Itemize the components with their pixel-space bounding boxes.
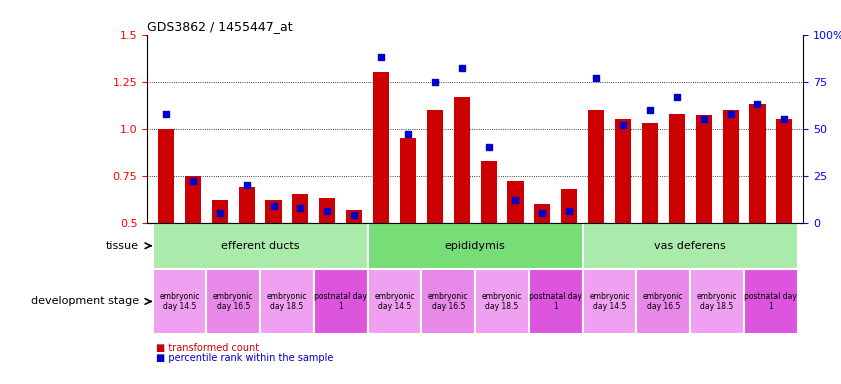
Bar	[749, 104, 765, 223]
Text: embryonic
day 14.5: embryonic day 14.5	[374, 292, 415, 311]
Text: embryonic
day 18.5: embryonic day 18.5	[267, 292, 307, 311]
Text: epididymis: epididymis	[445, 241, 505, 251]
Bar	[696, 116, 711, 223]
Point	[482, 144, 495, 151]
Point	[267, 203, 280, 209]
Point	[186, 178, 199, 184]
Point	[401, 131, 415, 137]
Bar	[320, 198, 336, 223]
Bar	[293, 195, 309, 223]
Point	[240, 182, 253, 188]
Point	[590, 75, 603, 81]
Point	[294, 205, 307, 211]
Bar	[368, 223, 583, 269]
Text: embryonic
day 18.5: embryonic day 18.5	[697, 292, 738, 311]
Text: efferent ducts: efferent ducts	[221, 241, 299, 251]
Text: development stage: development stage	[30, 296, 139, 306]
Text: embryonic
day 18.5: embryonic day 18.5	[482, 292, 522, 311]
Bar	[346, 210, 362, 223]
Bar	[534, 204, 551, 223]
Bar	[615, 119, 631, 223]
Bar	[480, 161, 497, 223]
Bar	[453, 97, 470, 223]
Bar	[399, 138, 416, 223]
Bar	[152, 269, 206, 334]
Bar	[426, 110, 443, 223]
Bar	[475, 269, 529, 334]
Bar	[583, 269, 637, 334]
Point	[724, 111, 738, 117]
Bar	[642, 123, 658, 223]
Text: tissue: tissue	[106, 241, 139, 251]
Bar	[373, 72, 389, 223]
Point	[347, 212, 361, 218]
Text: embryonic
day 16.5: embryonic day 16.5	[428, 292, 468, 311]
Bar	[421, 269, 475, 334]
Bar	[744, 269, 798, 334]
Bar	[561, 189, 577, 223]
Bar	[260, 269, 314, 334]
Point	[643, 107, 657, 113]
Bar	[212, 200, 228, 223]
Point	[159, 111, 172, 117]
Bar	[266, 200, 282, 223]
Text: embryonic
day 14.5: embryonic day 14.5	[590, 292, 630, 311]
Point	[320, 209, 334, 215]
Point	[509, 197, 522, 203]
Text: postnatal day
1: postnatal day 1	[315, 292, 368, 311]
Bar	[368, 269, 421, 334]
Point	[751, 101, 764, 107]
Text: embryonic
day 16.5: embryonic day 16.5	[643, 292, 684, 311]
Bar	[776, 119, 792, 223]
Point	[670, 94, 684, 100]
Text: embryonic
day 16.5: embryonic day 16.5	[213, 292, 253, 311]
Point	[563, 209, 576, 215]
Point	[536, 210, 549, 217]
Bar	[529, 269, 583, 334]
Point	[213, 210, 226, 217]
Text: ■ transformed count: ■ transformed count	[156, 343, 259, 353]
Text: vas deferens: vas deferens	[654, 241, 726, 251]
Text: embryonic
day 14.5: embryonic day 14.5	[159, 292, 199, 311]
Bar	[722, 110, 738, 223]
Bar	[185, 176, 201, 223]
Point	[374, 54, 388, 60]
Text: postnatal day
1: postnatal day 1	[744, 292, 797, 311]
Bar	[507, 181, 524, 223]
Bar	[239, 187, 255, 223]
Bar	[206, 269, 260, 334]
Bar	[669, 114, 685, 223]
Point	[778, 116, 791, 122]
Point	[697, 116, 711, 122]
Point	[616, 122, 630, 128]
Bar	[158, 129, 174, 223]
Bar	[152, 223, 368, 269]
Text: GDS3862 / 1455447_at: GDS3862 / 1455447_at	[147, 20, 293, 33]
Bar	[690, 269, 744, 334]
Point	[455, 65, 468, 71]
Bar	[637, 269, 690, 334]
Point	[428, 79, 442, 85]
Bar	[314, 269, 368, 334]
Bar	[583, 223, 798, 269]
Text: ■ percentile rank within the sample: ■ percentile rank within the sample	[156, 353, 333, 363]
Text: postnatal day
1: postnatal day 1	[529, 292, 582, 311]
Bar	[588, 110, 604, 223]
